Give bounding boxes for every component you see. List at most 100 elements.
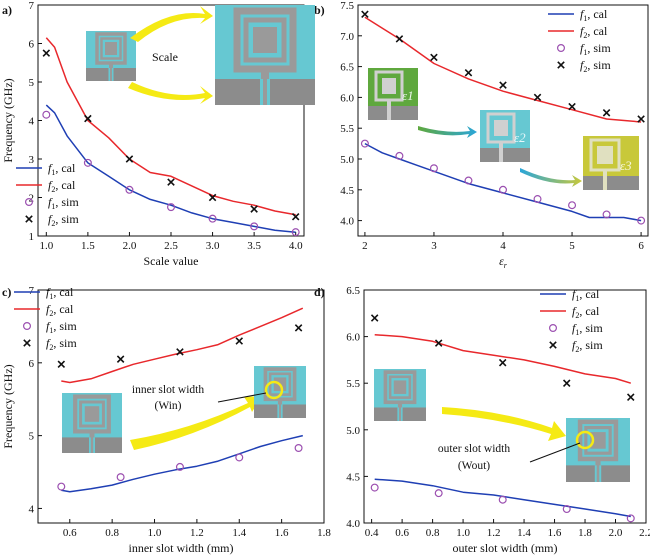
sim-point-f2 <box>125 155 134 163</box>
x-tick-label: 4.0 <box>289 240 303 252</box>
x-tick-label: 0.8 <box>105 527 119 539</box>
x-tick-label: 3.0 <box>206 240 220 252</box>
x-axis-label: Scale value <box>144 254 199 268</box>
legend-marker <box>25 198 34 207</box>
legend-label: f1, cal <box>48 161 76 177</box>
sim-point-f2 <box>626 393 635 401</box>
sim-point-f1 <box>370 483 379 492</box>
sim-point-f1 <box>429 164 438 173</box>
sim-point-f1 <box>125 185 134 194</box>
panel-c-annotation-symbol: (Win) <box>155 400 182 412</box>
sim-point-f2 <box>235 337 244 345</box>
legend-entry: f2, cal <box>14 302 74 318</box>
y-axis-label: Frequency (GHz) <box>1 78 15 162</box>
sim-point-f2 <box>116 355 125 363</box>
y-tick-label: 4.5 <box>340 185 354 197</box>
x-tick-label: 1.0 <box>148 527 162 539</box>
legend-marker <box>556 43 565 52</box>
panel-b-inset-eps3: ε3 <box>583 136 639 190</box>
series-line-f1-cal <box>374 478 631 518</box>
sim-point-f2 <box>361 10 369 19</box>
panel-d-annotation-label: outer slot width <box>438 443 510 455</box>
panel-b-arrow-2 <box>520 168 582 187</box>
series-line-f2-cal <box>45 37 296 216</box>
legend-entry: f1, sim <box>23 319 77 335</box>
sim-point-f1 <box>208 214 217 223</box>
y-tick-label: 5 <box>29 77 35 89</box>
legend-label: f1, sim <box>48 195 79 211</box>
panel-b: 2 3 4 5 64.04.55.05.56.06.57.07.5εr f1, calf… <box>340 0 649 270</box>
y-tick-label: 5.0 <box>346 425 360 437</box>
panel-d-inset-antenna-right <box>566 418 630 482</box>
panel-label-d: d) <box>314 285 325 299</box>
legend-marker <box>23 322 32 331</box>
x-tick-label: 0.4 <box>365 527 379 539</box>
legend-label: f1, cal <box>46 285 74 301</box>
sim-point-f1 <box>294 444 303 453</box>
y-tick-label: 4.0 <box>340 216 354 228</box>
x-tick-label: 1.0 <box>456 527 470 539</box>
y-tick-label: 3 <box>29 154 35 166</box>
x-tick-label: 1.4 <box>517 527 531 539</box>
sim-point-f2 <box>291 212 300 221</box>
sim-point-f1 <box>395 151 404 160</box>
sim-point-f2 <box>430 53 438 62</box>
legend-label: f2, sim <box>48 212 79 228</box>
panel-a-inset-large-antenna <box>215 5 315 105</box>
legend-label: f2, cal <box>46 302 74 318</box>
sim-point-f1 <box>250 222 259 231</box>
y-tick-label: 6.0 <box>340 92 354 104</box>
legend-marker <box>25 215 33 223</box>
panel-d-annotation-symbol: (Wout) <box>458 460 490 472</box>
panel-d-inset-antenna-left <box>372 367 428 423</box>
sim-point-f1 <box>57 482 66 491</box>
sim-point-f1 <box>562 505 571 514</box>
sim-point-f1 <box>175 462 184 471</box>
legend-label: f2, sim <box>580 58 611 74</box>
sim-point-f1 <box>498 495 507 504</box>
x-tick-label: 1.8 <box>317 527 331 539</box>
sim-point-f2 <box>294 324 303 332</box>
x-tick-label: 3 <box>431 240 437 252</box>
y-axis-label: Frequency (GHz) <box>1 364 15 448</box>
sim-point-f1 <box>499 185 508 194</box>
legend-label: f2, cal <box>48 178 76 194</box>
series-line-f1-cal <box>61 434 303 493</box>
series-line-f2-cal <box>364 16 642 123</box>
legend-label: f2, cal <box>572 304 600 320</box>
x-tick-label: 1.6 <box>548 527 562 539</box>
panel-c: 0.6 0.8 1.0 1.2 1.4 1.6 1.8 4 5 6 7 inner slot widt… <box>1 285 331 555</box>
legend-marker <box>23 339 31 347</box>
sim-point-f2 <box>208 193 217 202</box>
series-line-f2-cal <box>61 307 304 384</box>
legend-entry: f1, cal <box>16 161 76 177</box>
legend-label: f1, sim <box>580 41 611 57</box>
sim-point-f1 <box>116 473 125 482</box>
legend-label: f1, cal <box>580 7 608 23</box>
sim-point-f2 <box>42 49 51 57</box>
panel-a-scale-label: Scale <box>152 50 178 64</box>
sim-point-f1 <box>602 210 611 219</box>
x-tick-label: 3.5 <box>247 240 261 252</box>
x-tick-label: 0.8 <box>426 527 440 539</box>
y-tick-label: 4 <box>29 503 35 515</box>
panel-c-inset-antenna-right <box>252 364 308 420</box>
panel-b-axes: 2 3 4 5 6 4.0 4.5 5.0 5.5 6.0 6.5 7.0 7.5 εr <box>340 0 649 270</box>
panel-a-inset-small-antenna <box>84 29 138 83</box>
sim-point-f2 <box>370 314 379 322</box>
x-tick-label: 0.6 <box>395 527 409 539</box>
panel-a-yellow-arrow-top <box>130 6 213 42</box>
y-tick-label: 6 <box>29 358 35 370</box>
legend-entry: f2, sim <box>557 58 611 74</box>
sim-point-f1 <box>83 158 92 167</box>
sim-point-f1 <box>360 139 369 148</box>
x-tick-label: 1.0 <box>39 240 53 252</box>
legend-entry: f1, cal <box>540 287 600 303</box>
sim-point-f2 <box>499 81 507 89</box>
sim-point-f2 <box>176 348 184 356</box>
sim-point-f2 <box>84 114 92 123</box>
legend-marker <box>549 341 557 349</box>
